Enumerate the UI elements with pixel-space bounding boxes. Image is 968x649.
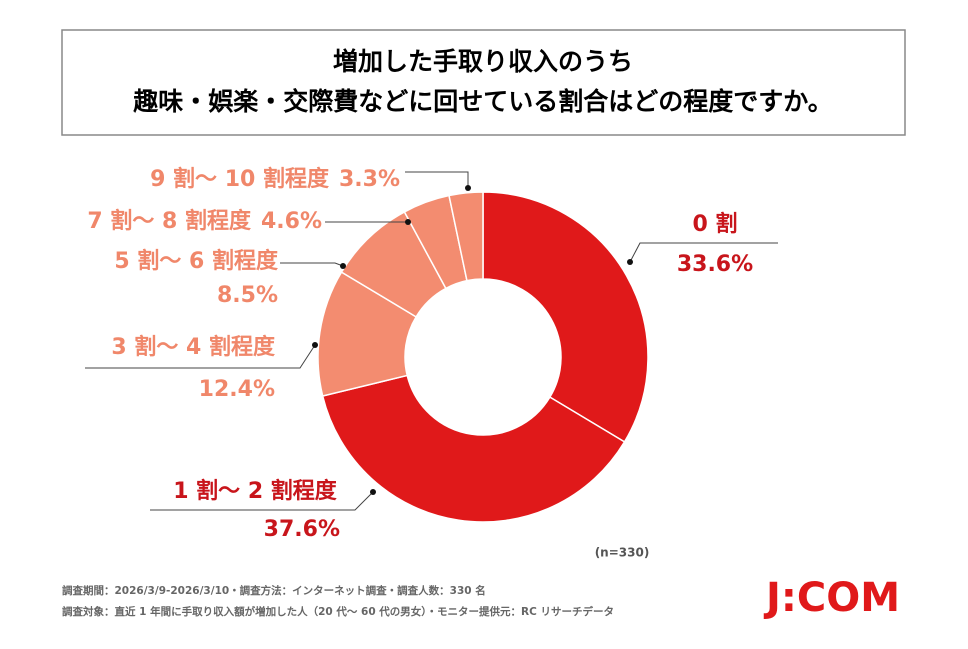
category-label: 3 割～ 4 割程度 [111,334,276,360]
value-label: 3.3% [339,167,400,192]
value-label: 4.6% [261,209,322,234]
value-label: 8.5% [217,283,278,308]
leader-line [280,262,344,267]
leader-line [629,242,778,263]
chart-title: 増加した手取り収入のうち [333,47,633,76]
sample-note: (n=330) [595,546,650,560]
leader-dot [370,489,376,495]
title-box [61,29,906,136]
leader-line [405,171,469,188]
footnote: 調査期間：2026/3/9-2026/3/10・調査方法：インターネット調査・調… [62,584,486,597]
category-label: 7 割～ 8 割程度 [87,208,252,234]
slice-label: 7 割～ 8 割程度 4.6% [87,208,322,234]
donut-slice [448,191,484,282]
chart-title: 趣味・娯楽・交際費などに回せている割合はどの程度ですか。 [132,87,833,116]
value-label: 33.6% [677,252,753,277]
slice-label: 9 割～ 10 割程度 3.3% [150,166,400,192]
leader-dot [627,259,633,265]
footnote: 調査対象：直近 1 年間に手取り収入額が増加した人（20 代～ 60 代の男女）… [62,605,614,618]
category-label: 9 割～ 10 割程度 [150,166,330,192]
category-label: 0 割 [693,211,738,237]
value-label: 37.6% [264,517,340,542]
donut-slice [482,191,649,443]
value-label: 12.4% [199,377,275,402]
leader-line [150,491,374,511]
category-label: 5 割～ 6 割程度 [114,248,279,274]
leader-line [85,344,316,369]
category-label: 1 割～ 2 割程度 [173,478,338,504]
logo: J:COM [763,575,900,621]
leader-dot [405,219,411,225]
donut-slice [321,374,626,523]
leader-dot [312,342,318,348]
leader-dot [465,185,471,191]
leader-dot [340,263,346,269]
